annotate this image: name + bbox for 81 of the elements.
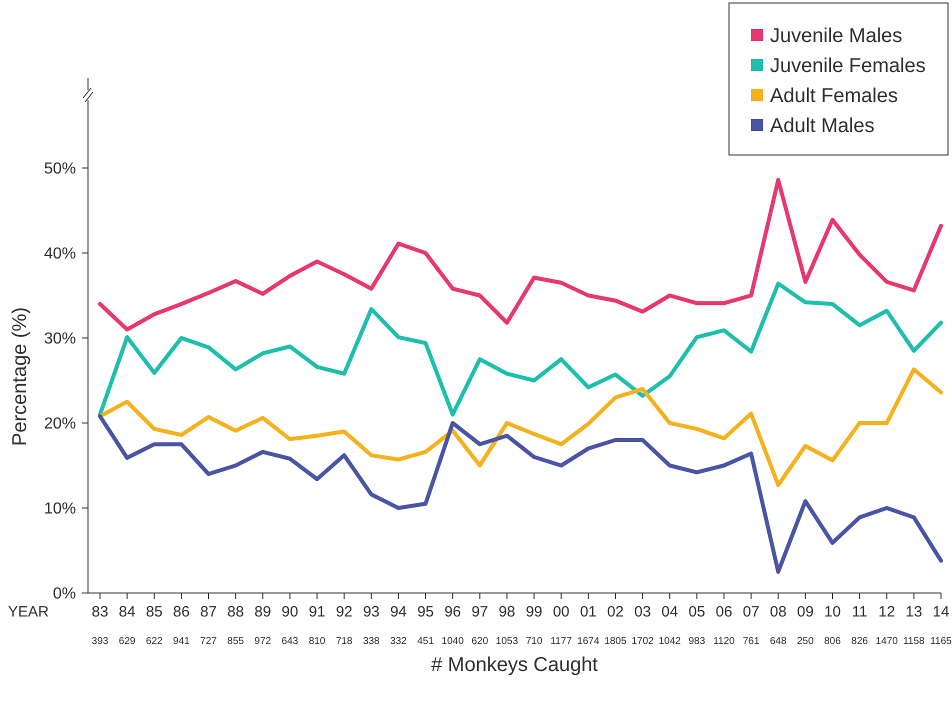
text: 1674: [577, 636, 600, 648]
x-tick-label: 05: [688, 604, 706, 621]
text: YEAR: [8, 604, 50, 621]
x-axis-title: # Monkeys Caught: [431, 654, 598, 676]
x-tick-label: 09: [797, 604, 814, 621]
text: 810: [308, 636, 326, 648]
x-tick-label: 84: [118, 604, 136, 621]
y-tick-label: 30%: [44, 330, 76, 348]
legend-label: Adult Females: [770, 85, 898, 107]
x-tick-label: 90: [282, 604, 298, 621]
x-tick-label: 95: [417, 604, 434, 621]
x-tick-label: 99: [526, 604, 542, 621]
text: 718: [336, 636, 353, 648]
text: 855: [227, 636, 244, 648]
x-tick-label: 88: [227, 604, 244, 621]
x-tick-label: 97: [471, 604, 488, 621]
text: 972: [254, 636, 272, 648]
x-tick-label: 07: [742, 604, 760, 621]
text: 727: [200, 636, 218, 648]
y-tick-label: 0%: [52, 586, 76, 603]
line-series: [98, 178, 943, 332]
x-tick-label: 85: [146, 604, 163, 621]
x-tick-label: 12: [878, 604, 896, 621]
text: 761: [742, 636, 760, 648]
text: 629: [118, 636, 136, 648]
x-tick-label: 02: [607, 604, 624, 621]
x-tick-label: 01: [580, 604, 597, 621]
legend-label: Juvenile Females: [770, 55, 926, 77]
x-tick-label: 96: [444, 604, 462, 621]
y-tick-label: 10%: [44, 500, 76, 518]
x-tick-label: 83: [92, 604, 108, 621]
text: 1053: [496, 636, 518, 648]
x-tick-label: 98: [498, 604, 516, 621]
text: 1040: [442, 636, 464, 648]
text: 710: [526, 636, 543, 648]
x-tick-label: 87: [200, 604, 217, 621]
text: 393: [92, 636, 109, 648]
text: 622: [146, 636, 164, 648]
text: 1177: [550, 636, 572, 648]
x-tick-label: 93: [362, 604, 380, 621]
legend-label: Juvenile Males: [770, 25, 902, 47]
x-tick-label: 94: [390, 604, 407, 621]
text: 1158: [903, 636, 926, 648]
y-axis-title: Percentage (%): [9, 307, 31, 446]
line-series: [98, 367, 943, 488]
text: 648: [770, 636, 788, 648]
x-tick-label: 13: [906, 604, 922, 621]
text: 826: [851, 636, 868, 648]
text: 620: [471, 636, 489, 648]
y-tick-label: 20%: [44, 416, 76, 433]
x-tick-label: 06: [716, 604, 732, 621]
text: 1702: [631, 636, 654, 648]
text: 332: [390, 636, 408, 648]
x-tick-label: 03: [634, 604, 651, 621]
text: 338: [362, 636, 380, 648]
text: 250: [797, 636, 814, 648]
x-tick-label: 00: [552, 604, 570, 621]
y-tick-label: 50%: [44, 160, 76, 178]
line-series: [98, 282, 943, 416]
x-tick-label: 10: [824, 604, 841, 621]
x-tick-label: 86: [173, 604, 190, 621]
x-tick-label: 11: [852, 604, 868, 621]
x-tick-label: 92: [336, 604, 353, 621]
text: 983: [688, 636, 706, 648]
text: 1165: [930, 636, 952, 648]
x-tick-label: 04: [661, 604, 678, 621]
text: 806: [824, 636, 842, 648]
text: 1042: [658, 636, 682, 648]
x-tick-label: 89: [254, 604, 272, 621]
y-tick-label: 40%: [44, 246, 76, 263]
legend-label: Adult Males: [770, 115, 874, 137]
text: 941: [173, 636, 190, 648]
x-tick-label: 14: [932, 604, 950, 621]
line-series: [98, 414, 943, 574]
x-tick-label: 91: [308, 604, 326, 621]
x-tick-label: 08: [770, 604, 787, 621]
text: 1120: [713, 636, 736, 648]
text: 643: [282, 636, 299, 648]
text: 451: [417, 636, 434, 648]
text: 1470: [876, 636, 898, 648]
text: 1805: [604, 636, 628, 648]
